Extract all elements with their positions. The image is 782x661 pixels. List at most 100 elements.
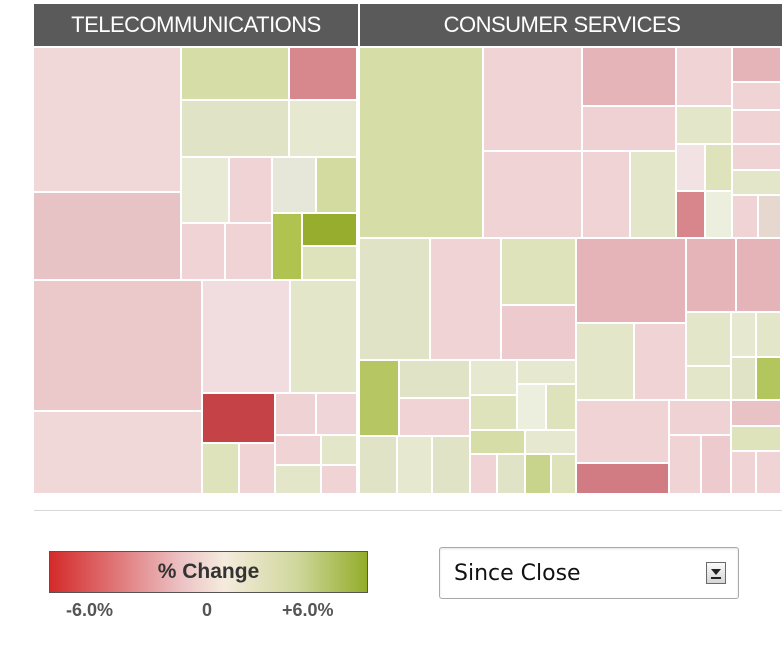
sector-consumer-services: CONSUMER SERVICES <box>360 4 782 495</box>
sector-telecommunications: TELECOMMUNICATIONS <box>34 4 358 495</box>
stock-tile[interactable] <box>733 171 782 196</box>
stock-tile[interactable] <box>518 361 577 385</box>
stock-tile[interactable] <box>360 437 398 495</box>
stock-tile[interactable] <box>471 431 526 455</box>
stock-tile[interactable] <box>433 437 471 495</box>
stock-tile[interactable] <box>677 107 733 145</box>
stock-tile[interactable] <box>526 431 577 455</box>
stock-tile[interactable] <box>317 394 358 436</box>
stock-tile[interactable] <box>400 399 471 437</box>
stock-tile[interactable] <box>552 455 577 495</box>
stock-tile[interactable] <box>635 324 687 401</box>
stock-tile[interactable] <box>583 48 677 107</box>
stock-tile[interactable] <box>502 306 577 361</box>
stock-tile[interactable] <box>733 83 782 111</box>
stock-tile[interactable] <box>484 152 583 239</box>
stock-tile[interactable] <box>733 48 782 83</box>
stock-tile[interactable] <box>273 158 317 214</box>
stock-tile[interactable] <box>677 145 706 192</box>
stock-tile[interactable] <box>577 239 687 324</box>
stock-tile[interactable] <box>670 436 702 495</box>
stock-tile[interactable] <box>498 455 526 495</box>
stock-tile[interactable] <box>303 247 358 281</box>
treemap-consumer-services <box>360 48 782 495</box>
stock-tile[interactable] <box>322 466 358 495</box>
timeframe-select[interactable]: Since Close <box>439 547 739 599</box>
stock-tile[interactable] <box>732 401 782 427</box>
stock-tile[interactable] <box>526 455 552 495</box>
stock-tile[interactable] <box>230 158 273 224</box>
stock-tile[interactable] <box>360 239 431 361</box>
stock-tile[interactable] <box>759 196 782 239</box>
stock-tile[interactable] <box>577 324 635 401</box>
stock-tile[interactable] <box>276 436 322 466</box>
stock-tile[interactable] <box>732 358 757 401</box>
stock-tile[interactable] <box>291 281 358 394</box>
stock-tile[interactable] <box>583 152 631 239</box>
stock-tile[interactable] <box>290 101 358 158</box>
stock-tile[interactable] <box>702 436 732 495</box>
stock-tile[interactable] <box>732 427 782 452</box>
stock-tile[interactable] <box>276 394 317 436</box>
stock-tile[interactable] <box>182 224 226 281</box>
stock-tile[interactable] <box>273 214 303 281</box>
stock-tile[interactable] <box>398 437 433 495</box>
stock-tile[interactable] <box>577 464 670 495</box>
stock-tile[interactable] <box>290 48 358 101</box>
stock-tile[interactable] <box>757 452 782 495</box>
legend-max-label: +6.0% <box>282 600 334 620</box>
stock-tile[interactable] <box>360 361 400 437</box>
stock-tile[interactable] <box>471 455 498 495</box>
stock-tile[interactable] <box>631 152 677 239</box>
stock-tile[interactable] <box>276 466 322 495</box>
chevron-down-icon[interactable] <box>706 562 726 584</box>
stock-tile[interactable] <box>757 313 782 358</box>
stock-tile[interactable] <box>518 385 547 431</box>
stock-tile[interactable] <box>34 281 203 412</box>
stock-tile[interactable] <box>733 111 782 145</box>
stock-tile[interactable] <box>182 158 230 224</box>
stock-tile[interactable] <box>431 239 502 361</box>
legend-label: % Change <box>157 560 260 583</box>
stock-tile[interactable] <box>226 224 273 281</box>
stock-tile[interactable] <box>706 145 733 192</box>
stock-tile[interactable] <box>583 107 677 152</box>
stock-tile[interactable] <box>706 192 733 239</box>
divider <box>34 510 782 511</box>
stock-tile[interactable] <box>687 313 732 367</box>
stock-tile[interactable] <box>732 313 757 358</box>
stock-tile[interactable] <box>182 101 290 158</box>
stock-tile[interactable] <box>203 394 276 444</box>
stock-tile[interactable] <box>757 358 782 401</box>
stock-tile[interactable] <box>400 361 471 399</box>
stock-tile[interactable] <box>34 193 182 281</box>
stock-tile[interactable] <box>687 367 732 401</box>
stock-tile[interactable] <box>34 48 182 193</box>
stock-tile[interactable] <box>670 401 732 436</box>
stock-tile[interactable] <box>182 48 290 101</box>
stock-tile[interactable] <box>737 239 782 313</box>
stock-tile[interactable] <box>471 396 518 431</box>
stock-tile[interactable] <box>203 281 291 394</box>
stock-tile[interactable] <box>484 48 583 152</box>
treemap-telecommunications <box>34 48 358 495</box>
sector-header-telecommunications: TELECOMMUNICATIONS <box>34 4 358 46</box>
stock-tile[interactable] <box>360 48 484 239</box>
stock-tile[interactable] <box>471 361 518 396</box>
stock-tile[interactable] <box>677 48 733 107</box>
stock-tile[interactable] <box>733 145 782 171</box>
stock-tile[interactable] <box>547 385 577 431</box>
stock-tile[interactable] <box>577 401 670 464</box>
stock-tile[interactable] <box>34 412 203 495</box>
stock-tile[interactable] <box>733 196 759 239</box>
stock-tile[interactable] <box>687 239 737 313</box>
stock-tile[interactable] <box>203 444 240 495</box>
stock-tile[interactable] <box>322 436 358 466</box>
stock-tile[interactable] <box>732 452 757 495</box>
timeframe-select-value: Since Close <box>454 561 581 586</box>
stock-tile[interactable] <box>502 239 577 306</box>
stock-tile[interactable] <box>303 214 358 247</box>
stock-tile[interactable] <box>317 158 358 214</box>
stock-tile[interactable] <box>240 444 276 495</box>
stock-tile[interactable] <box>677 192 706 239</box>
